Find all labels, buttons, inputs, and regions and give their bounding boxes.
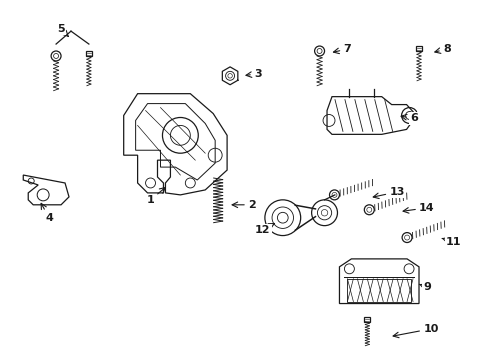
Text: 11: 11 bbox=[442, 237, 462, 247]
Text: 7: 7 bbox=[333, 44, 351, 54]
Text: 6: 6 bbox=[401, 113, 418, 123]
Text: 5: 5 bbox=[57, 24, 68, 36]
Text: 3: 3 bbox=[246, 69, 262, 79]
Text: 10: 10 bbox=[393, 324, 439, 338]
Text: 2: 2 bbox=[232, 200, 256, 210]
Text: 1: 1 bbox=[147, 188, 165, 205]
Bar bbox=[416, 46, 422, 51]
Text: 13: 13 bbox=[373, 187, 405, 199]
Bar bbox=[365, 317, 370, 322]
Text: 9: 9 bbox=[419, 282, 431, 292]
Bar bbox=[86, 51, 92, 56]
Text: 8: 8 bbox=[435, 44, 451, 54]
Bar bbox=[347, 279, 411, 302]
Text: 14: 14 bbox=[403, 203, 435, 213]
Text: 4: 4 bbox=[41, 203, 53, 223]
Text: 12: 12 bbox=[255, 224, 274, 235]
